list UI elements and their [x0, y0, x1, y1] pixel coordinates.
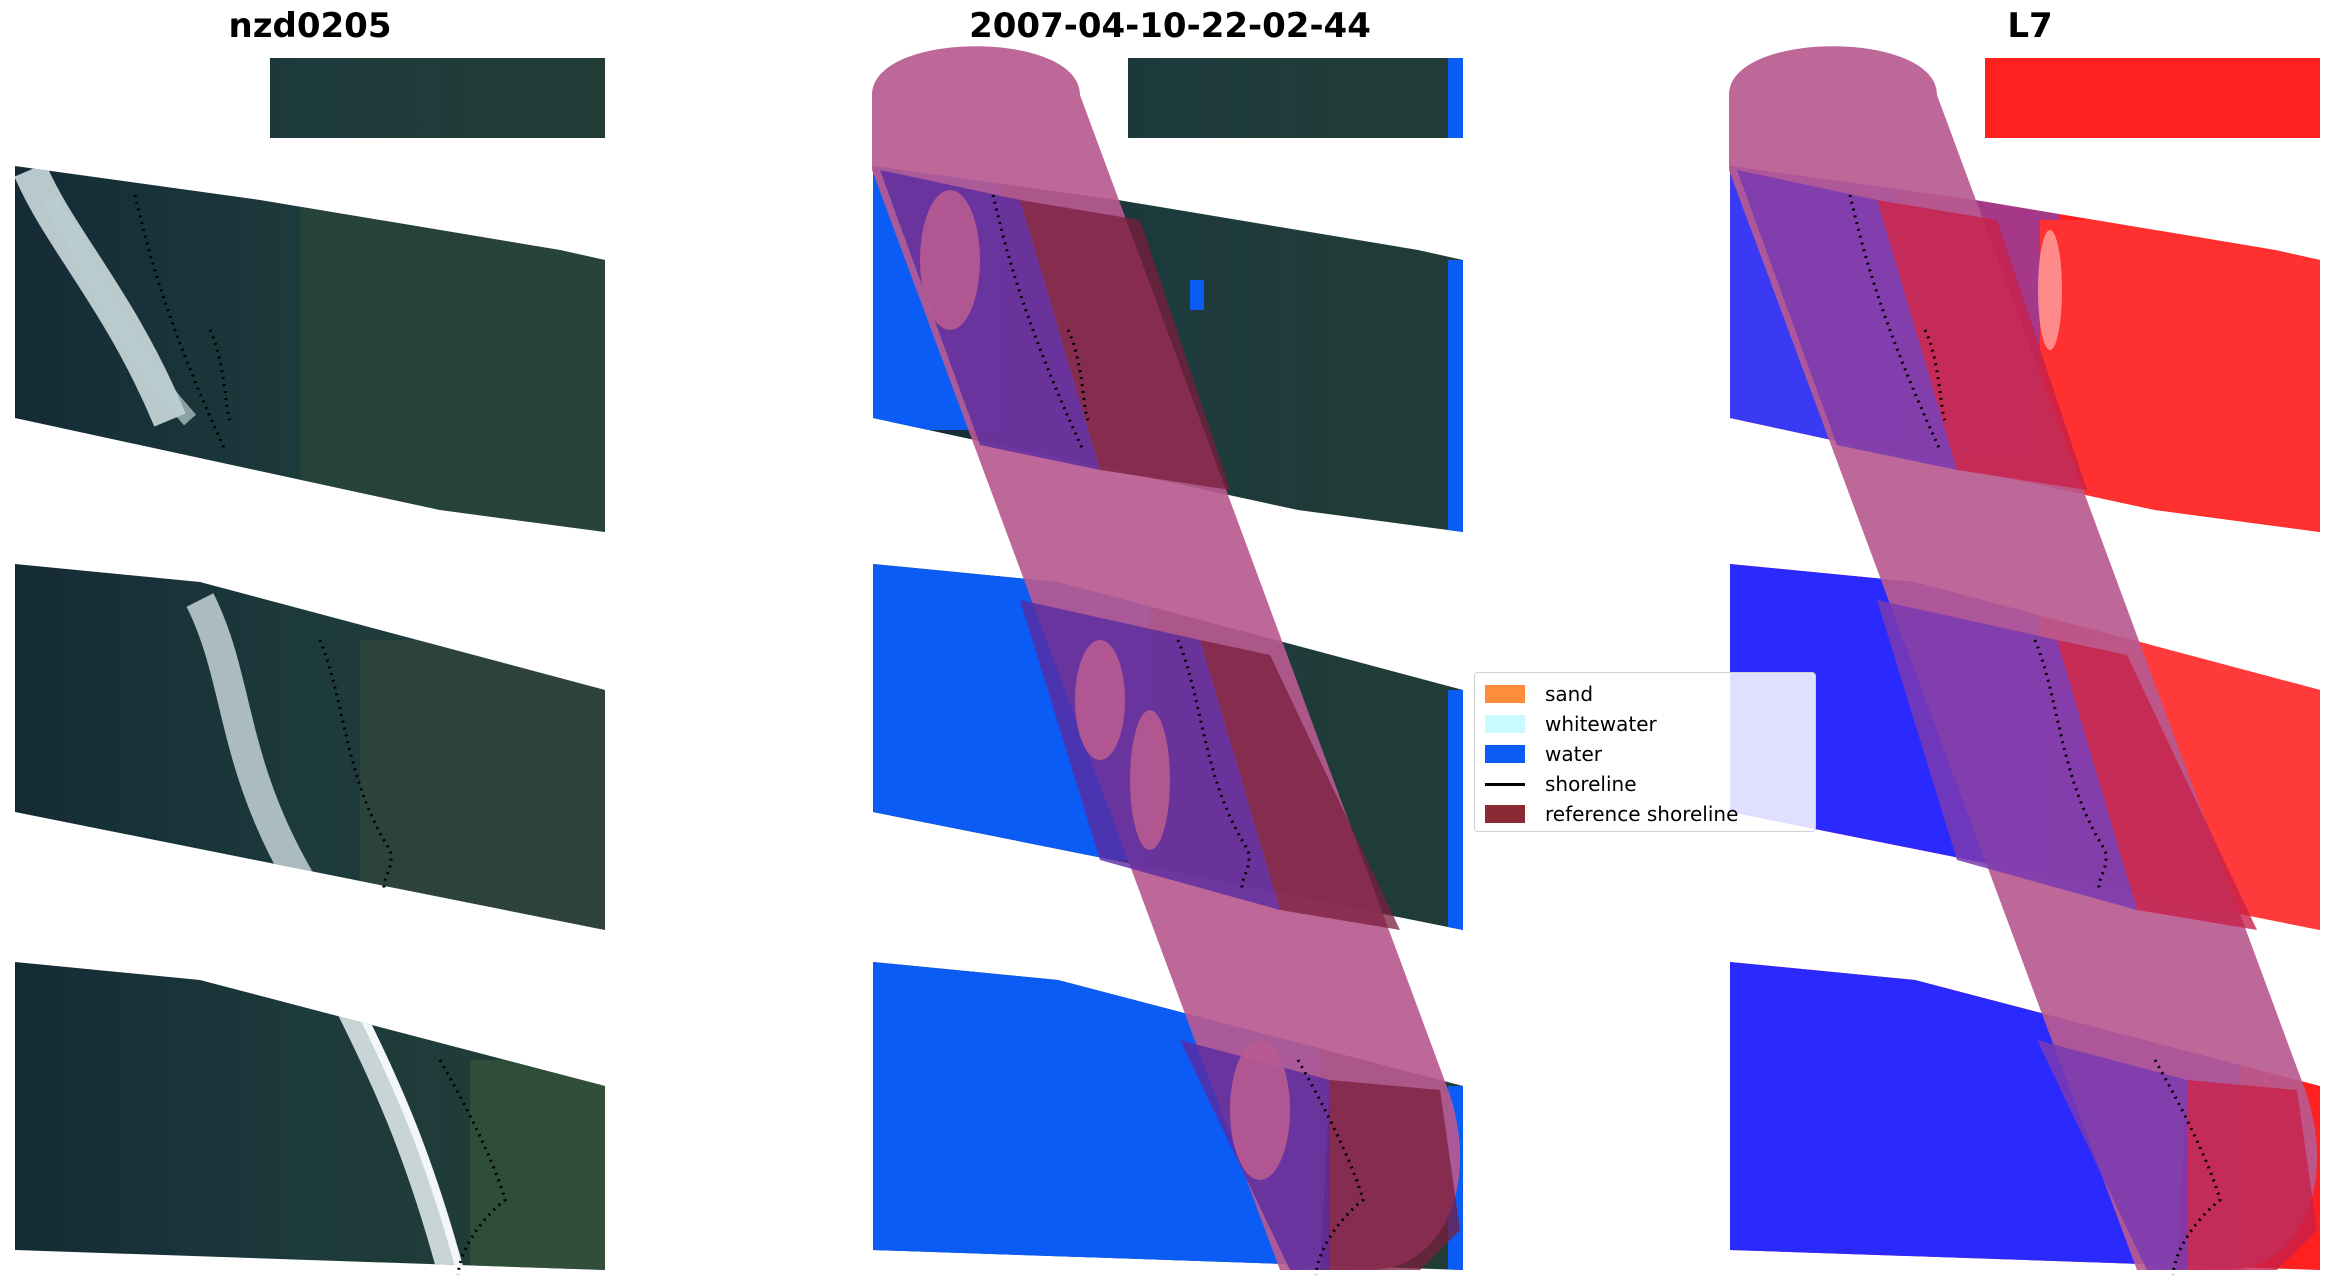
legend-item-sand: sand: [1485, 679, 1805, 709]
legend-item-shoreline: shoreline: [1485, 769, 1805, 799]
legend-item-reference-shoreline: reference shoreline: [1485, 799, 1805, 829]
shoreline-left: [133, 194, 507, 1276]
legend-item-whitewater: whitewater: [1485, 709, 1805, 739]
water-swatch: [1485, 745, 1525, 763]
legend-label: shoreline: [1545, 772, 1637, 796]
shoreline-swatch: [1485, 782, 1525, 786]
buffer-overlay-right: [1729, 46, 2318, 1270]
buffer-overlay-center: [872, 46, 1461, 1270]
legend-label: sand: [1545, 682, 1594, 706]
shoreline-center: [991, 194, 1365, 1276]
whitewater-swatch: [1485, 715, 1525, 733]
reference-shoreline-swatch: [1485, 805, 1525, 823]
panel-title-classified: 2007-04-10-22-02-44: [969, 6, 1371, 46]
sand-swatch: [1485, 685, 1525, 703]
panel-title-rgb: nzd0205: [228, 6, 392, 46]
legend-label: reference shoreline: [1545, 802, 1739, 826]
legend-label: water: [1545, 742, 1602, 766]
shoreline-right: [1848, 194, 2222, 1276]
legend-label: whitewater: [1545, 712, 1657, 736]
panel-title-index: L7: [2007, 6, 2053, 46]
legend: sand whitewater water shoreline referenc…: [1474, 672, 1816, 832]
rgb-image: [15, 58, 605, 1270]
legend-item-water: water: [1485, 739, 1805, 769]
